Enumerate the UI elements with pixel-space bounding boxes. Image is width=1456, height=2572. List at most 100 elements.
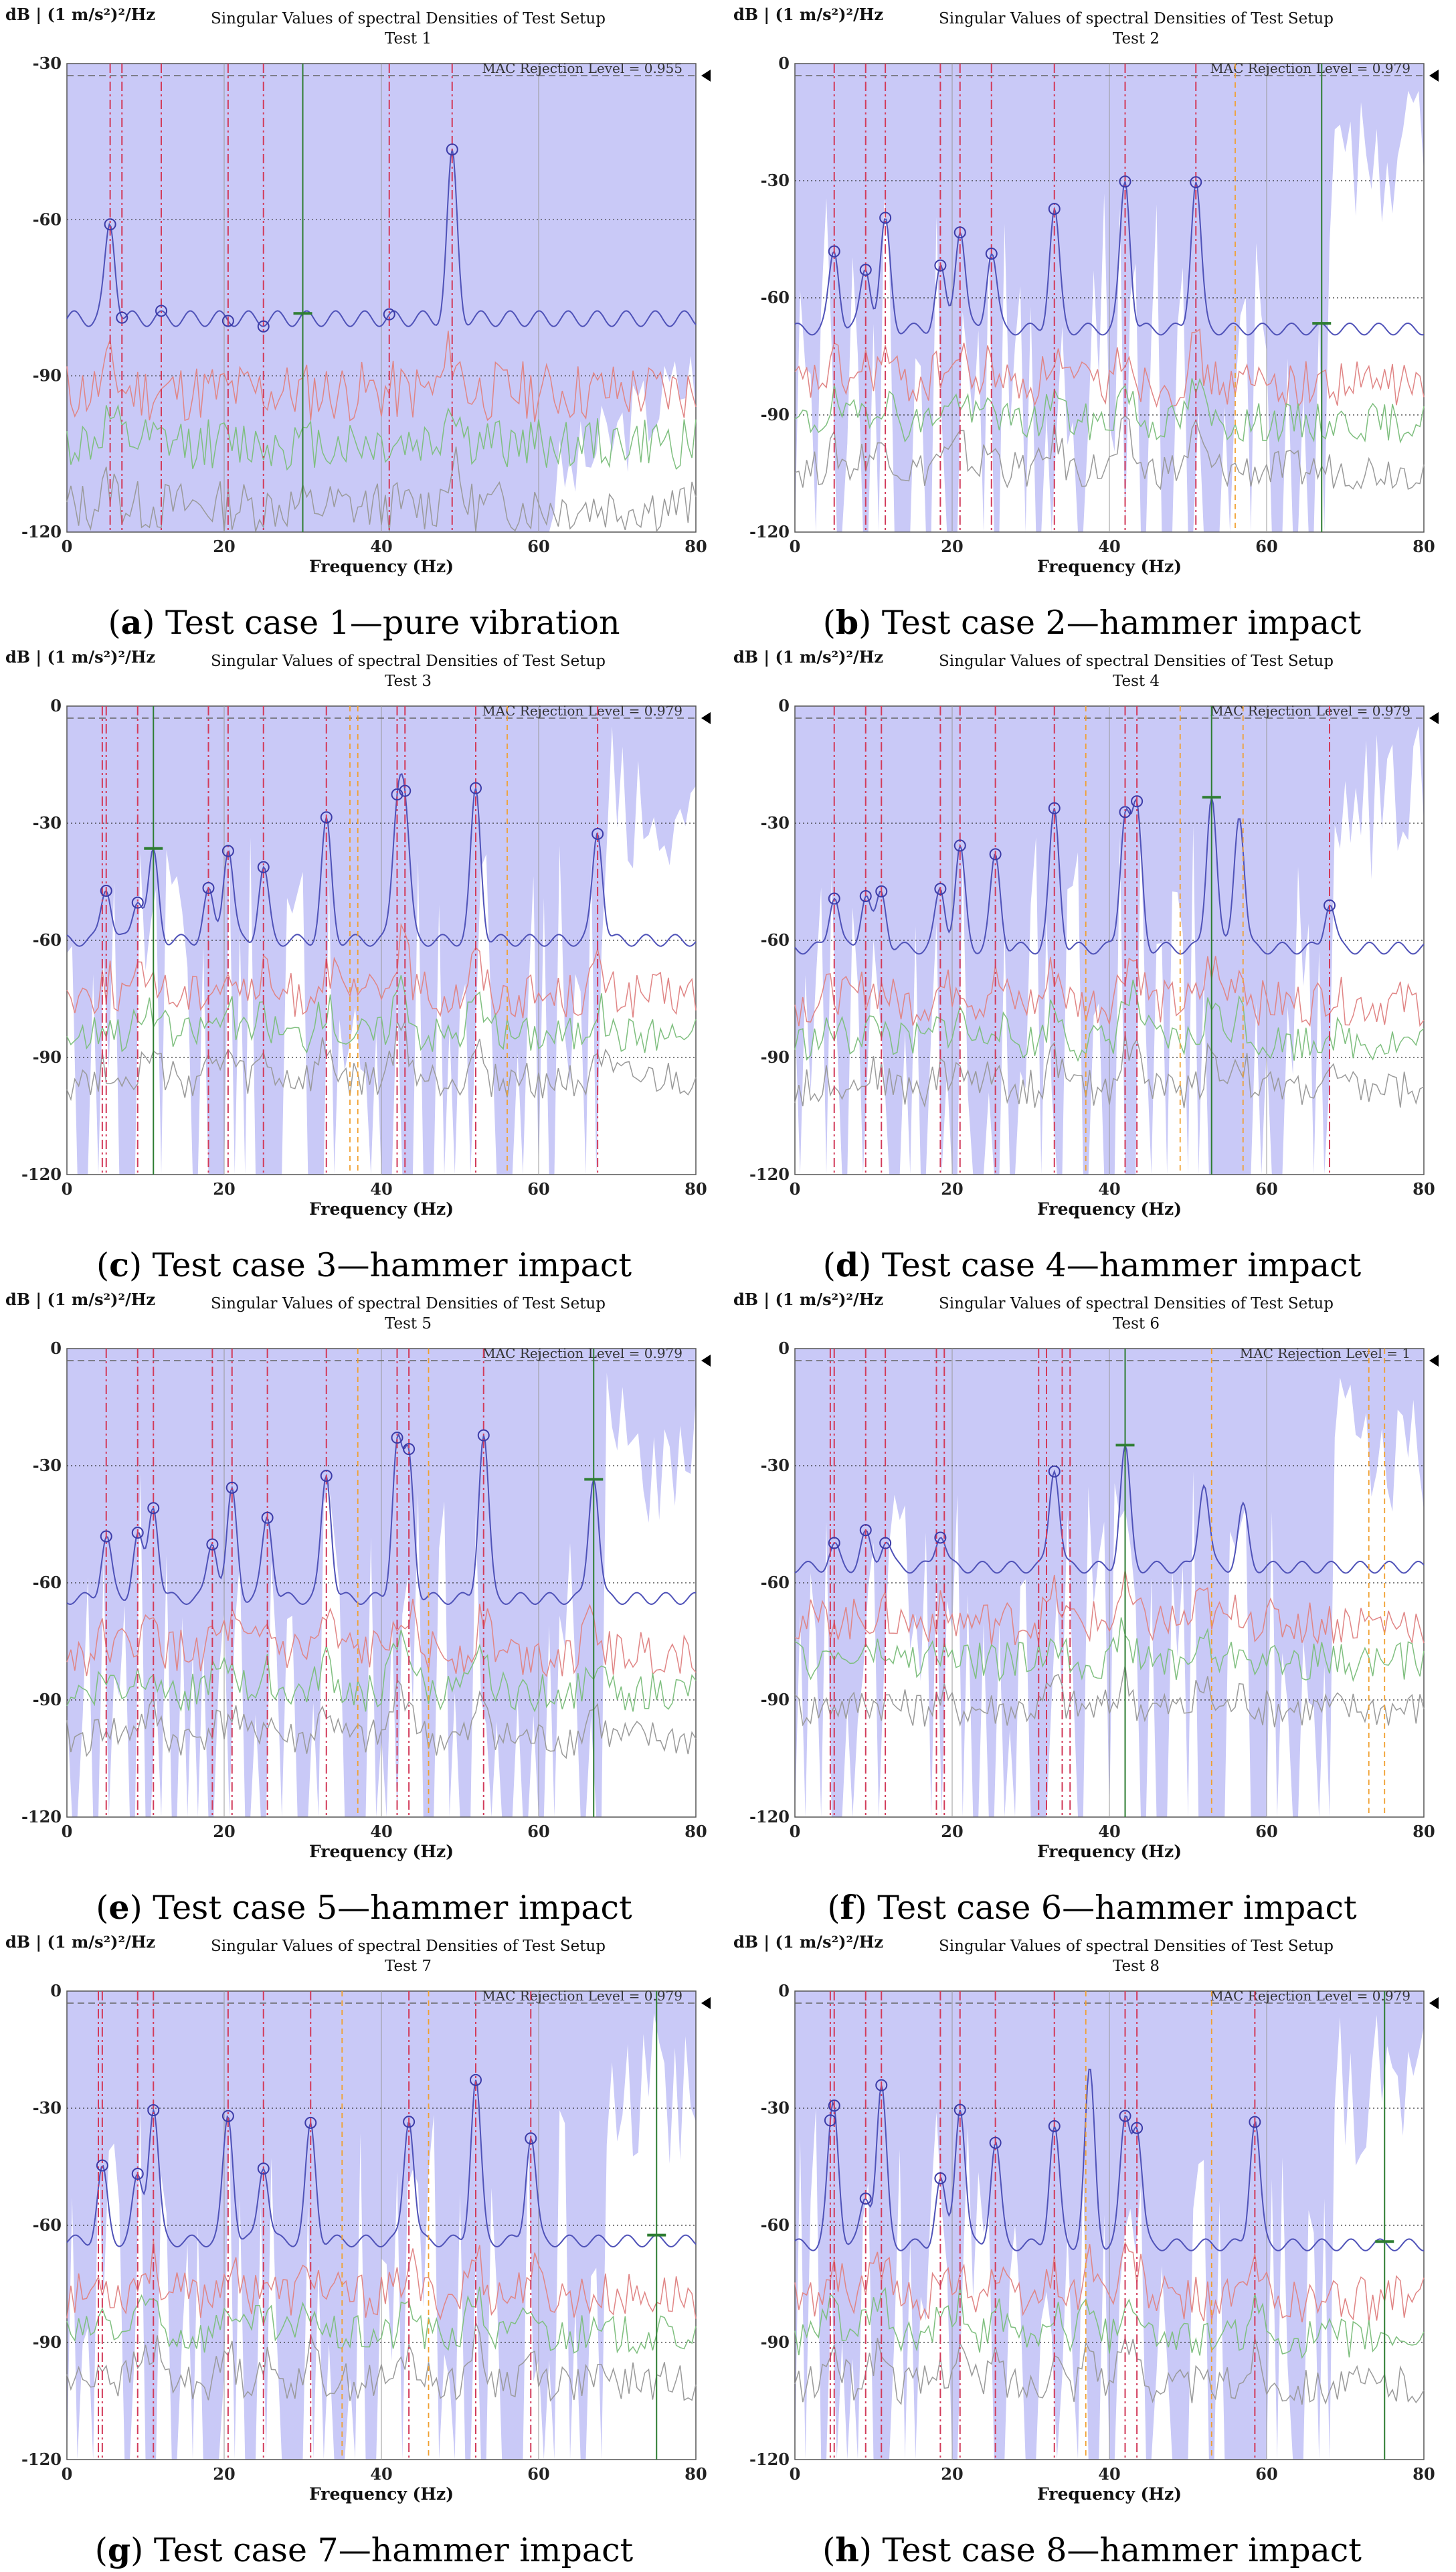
y-tick-label: -30 <box>761 813 790 833</box>
caption-letter: c <box>109 1246 129 1284</box>
caption-letter: d <box>835 1246 859 1284</box>
sv4-line <box>66 1679 697 1760</box>
picked-peak-marker <box>221 845 234 857</box>
picked-peak-marker <box>470 782 482 794</box>
sv3-line <box>794 377 1425 444</box>
chart-panel-f: MAC Rejection Level = 1 0 20 40 60 80 0 -30 -60 -… <box>728 1285 1456 1927</box>
y-tick-label: -90 <box>761 405 790 424</box>
picked-peak-marker <box>828 2099 840 2112</box>
y-tick-label: 0 <box>778 696 790 715</box>
sv1-line <box>66 149 697 327</box>
caption-letter: h <box>835 2531 859 2569</box>
picked-peak-marker <box>147 1502 160 1515</box>
x-tick-label: 60 <box>527 1822 549 1841</box>
picked-peak-marker <box>100 885 112 897</box>
y-tick-label: -30 <box>761 171 790 190</box>
sv3-line <box>66 1630 697 1713</box>
chart-svg: MAC Rejection Level = 0.979 0 20 40 60 80 0 -30… <box>5 1932 711 2504</box>
caption-text: ) Test case 3—hammer impact <box>128 1246 632 1284</box>
chart-subtitle: Test 1 <box>385 30 432 48</box>
picked-peak-marker <box>934 1531 947 1544</box>
panel-caption: (b) Test case 2—hammer impact <box>822 603 1362 642</box>
y-axis-label: dB | (1 m/s²)²/Hz <box>5 5 155 24</box>
x-tick-label: 40 <box>1098 2464 1120 2484</box>
sv4-line <box>794 2337 1425 2405</box>
picked-peak-marker <box>953 839 966 852</box>
y-axis-label: dB | (1 m/s²)²/Hz <box>733 647 883 667</box>
y-tick-label: -120 <box>21 2450 62 2469</box>
chart-panel-g: MAC Rejection Level = 0.979 0 20 40 60 80 0 -30… <box>0 1927 728 2570</box>
caption-text: ) Test case 7—hammer impact <box>130 2531 634 2569</box>
sv4-line <box>66 446 697 533</box>
chart-title: Singular Values of spectral Densities of… <box>939 1295 1334 1312</box>
picked-peak-marker <box>399 784 412 797</box>
picked-peak-marker <box>934 259 947 272</box>
picked-peak-marker <box>131 2168 144 2180</box>
y-tick-label: -30 <box>33 2098 62 2118</box>
mac-rejection-label: MAC Rejection Level = 0.979 <box>1210 1988 1410 2004</box>
sv4-line <box>794 1665 1425 1727</box>
caption-text: ) Test case 8—hammer impact <box>858 2531 1362 2569</box>
y-tick-label: -30 <box>761 2098 790 2118</box>
sv3-line <box>66 2286 697 2354</box>
x-axis-label: Frequency (Hz) <box>309 1199 454 1219</box>
chart-title: Singular Values of spectral Densities of… <box>211 10 606 27</box>
x-tick-label: 40 <box>370 2464 392 2484</box>
x-tick-label: 0 <box>62 2464 73 2484</box>
y-tick-label: -120 <box>749 522 790 541</box>
sv4-line <box>66 2322 697 2402</box>
picked-peak-marker <box>592 827 604 840</box>
y-tick-label: -90 <box>33 1690 62 1709</box>
picked-peak-marker <box>383 308 395 321</box>
picked-peak-marker <box>257 2162 270 2175</box>
picked-peak-marker <box>155 305 167 317</box>
x-axis-label: Frequency (Hz) <box>1037 557 1182 576</box>
picked-peak-marker <box>225 1481 238 1494</box>
x-tick-label: 60 <box>1255 2464 1277 2484</box>
mac-rejection-label: MAC Rejection Level = 0.979 <box>1210 703 1410 719</box>
chart-subtitle: Test 4 <box>1113 673 1160 690</box>
mac-level-marker <box>1429 70 1439 82</box>
y-tick-label: -120 <box>21 1807 62 1826</box>
sv2-line <box>794 328 1425 408</box>
picked-peak-marker <box>828 892 840 905</box>
picked-peak-marker <box>403 1443 416 1456</box>
picked-peak-marker <box>1324 899 1336 912</box>
panel-caption: (e) Test case 5—hammer impact <box>96 1888 632 1927</box>
picked-peak-marker <box>1119 2110 1131 2122</box>
picked-peak-marker <box>391 1432 403 1444</box>
chart-subtitle: Test 8 <box>1113 1958 1160 1975</box>
y-tick-label: -60 <box>761 288 790 307</box>
x-tick-label: 60 <box>527 537 549 556</box>
sv1-line <box>66 2079 697 2248</box>
x-tick-label: 80 <box>1413 537 1435 556</box>
chart-title: Singular Values of spectral Densities of… <box>211 653 606 670</box>
picked-peak-marker <box>96 2159 108 2172</box>
picked-peak-marker <box>1131 2122 1144 2134</box>
y-tick-label: -120 <box>21 522 62 541</box>
x-axis-label: Frequency (Hz) <box>309 1842 454 1861</box>
picked-peak-marker <box>989 848 1002 861</box>
sv4-line <box>66 1021 697 1102</box>
y-axis-label: dB | (1 m/s²)²/Hz <box>5 1932 155 1952</box>
panel-caption: (a) Test case 1—pure vibration <box>108 603 620 642</box>
y-tick-label: -30 <box>33 1456 62 1475</box>
x-tick-label: 40 <box>370 1179 392 1199</box>
picked-peak-marker <box>934 883 947 895</box>
x-tick-label: 40 <box>370 537 392 556</box>
chart-title: Singular Values of spectral Densities of… <box>211 1938 606 1955</box>
sv4-line <box>794 415 1425 491</box>
x-tick-label: 20 <box>213 1179 235 1199</box>
caption-text: ) Test case 1—pure vibration <box>142 604 620 642</box>
caption-letter: b <box>835 603 859 642</box>
sv3-line <box>66 404 697 471</box>
y-tick-label: -120 <box>749 1807 790 1826</box>
chart-title: Singular Values of spectral Densities of… <box>939 653 1334 670</box>
y-tick-label: -90 <box>761 2332 790 2352</box>
y-tick-label: 0 <box>50 1339 62 1358</box>
picked-peak-marker <box>403 2116 416 2128</box>
x-tick-label: 0 <box>790 2464 801 2484</box>
x-tick-label: 0 <box>62 1822 73 1841</box>
sv2-line <box>794 2241 1425 2322</box>
x-tick-label: 20 <box>941 1179 963 1199</box>
